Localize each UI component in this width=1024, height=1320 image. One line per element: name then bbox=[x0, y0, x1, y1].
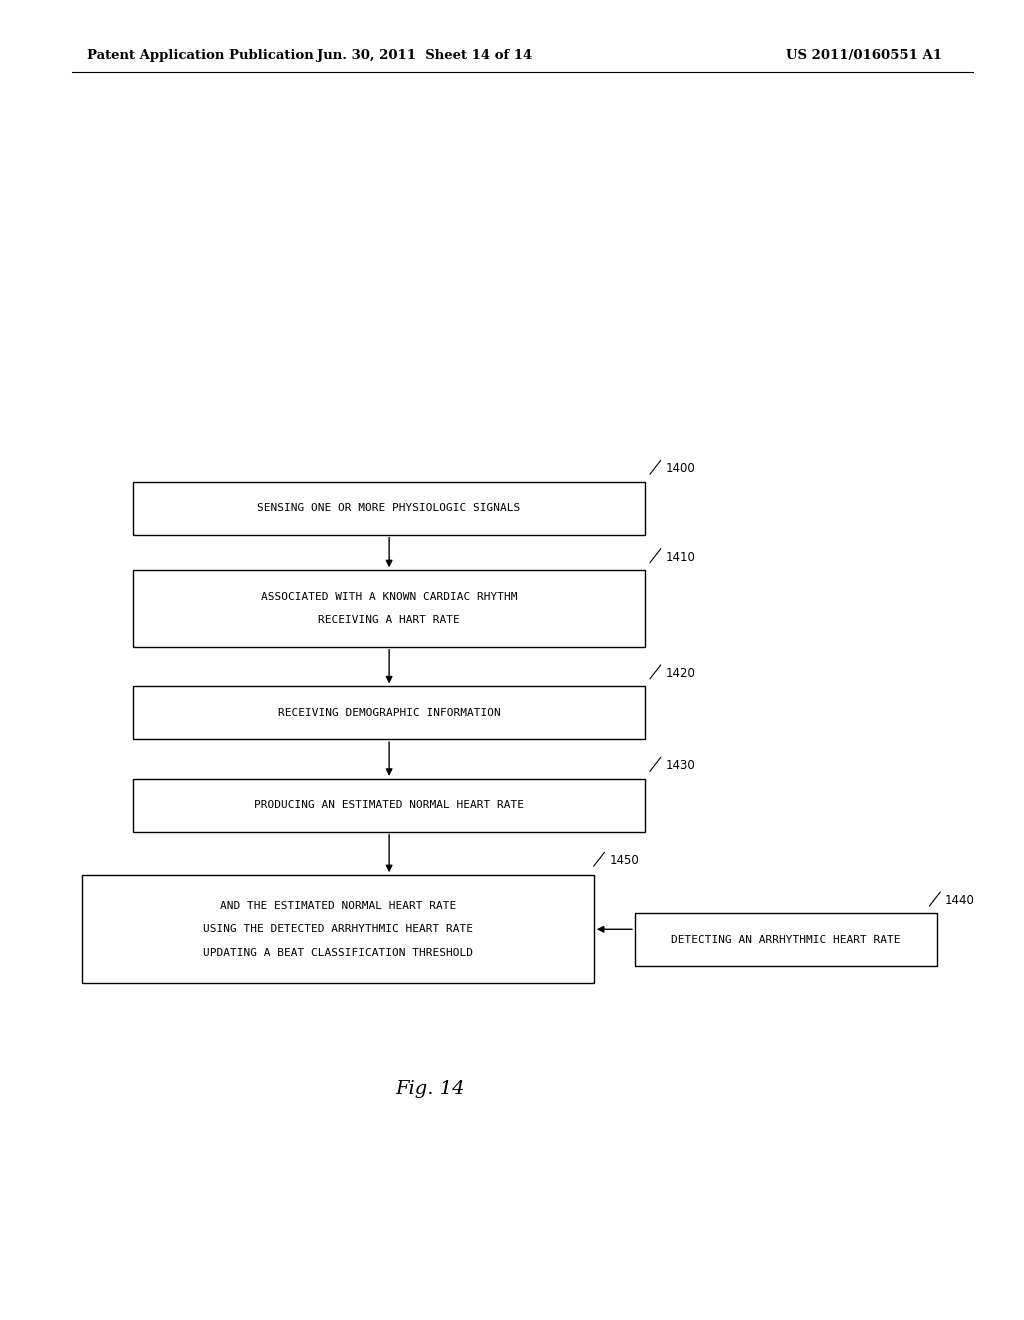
Bar bbox=[133, 482, 645, 535]
Text: Patent Application Publication: Patent Application Publication bbox=[87, 49, 313, 62]
Bar bbox=[635, 913, 937, 966]
Text: DETECTING AN ARRHYTHMIC HEART RATE: DETECTING AN ARRHYTHMIC HEART RATE bbox=[671, 935, 901, 945]
Bar bbox=[133, 686, 645, 739]
Text: PRODUCING AN ESTIMATED NORMAL HEART RATE: PRODUCING AN ESTIMATED NORMAL HEART RATE bbox=[254, 800, 524, 810]
Text: Fig. 14: Fig. 14 bbox=[395, 1080, 465, 1098]
Text: 1430: 1430 bbox=[666, 759, 695, 772]
Bar bbox=[133, 570, 645, 647]
Bar bbox=[82, 875, 594, 983]
Text: 1440: 1440 bbox=[945, 894, 975, 907]
Bar bbox=[133, 779, 645, 832]
Text: 1450: 1450 bbox=[609, 854, 639, 867]
Text: UPDATING A BEAT CLASSIFICATION THRESHOLD: UPDATING A BEAT CLASSIFICATION THRESHOLD bbox=[203, 948, 473, 958]
Text: RECEIVING A HART RATE: RECEIVING A HART RATE bbox=[318, 615, 460, 626]
Text: 1420: 1420 bbox=[666, 667, 695, 680]
Text: ASSOCIATED WITH A KNOWN CARDIAC RHYTHM: ASSOCIATED WITH A KNOWN CARDIAC RHYTHM bbox=[261, 591, 517, 602]
Text: Jun. 30, 2011  Sheet 14 of 14: Jun. 30, 2011 Sheet 14 of 14 bbox=[317, 49, 532, 62]
Text: AND THE ESTIMATED NORMAL HEART RATE: AND THE ESTIMATED NORMAL HEART RATE bbox=[220, 900, 456, 911]
Text: SENSING ONE OR MORE PHYSIOLOGIC SIGNALS: SENSING ONE OR MORE PHYSIOLOGIC SIGNALS bbox=[257, 503, 521, 513]
Text: RECEIVING DEMOGRAPHIC INFORMATION: RECEIVING DEMOGRAPHIC INFORMATION bbox=[278, 708, 501, 718]
Text: 1410: 1410 bbox=[666, 550, 695, 564]
Text: US 2011/0160551 A1: US 2011/0160551 A1 bbox=[786, 49, 942, 62]
Text: 1400: 1400 bbox=[666, 462, 695, 475]
Text: USING THE DETECTED ARRHYTHMIC HEART RATE: USING THE DETECTED ARRHYTHMIC HEART RATE bbox=[203, 924, 473, 935]
